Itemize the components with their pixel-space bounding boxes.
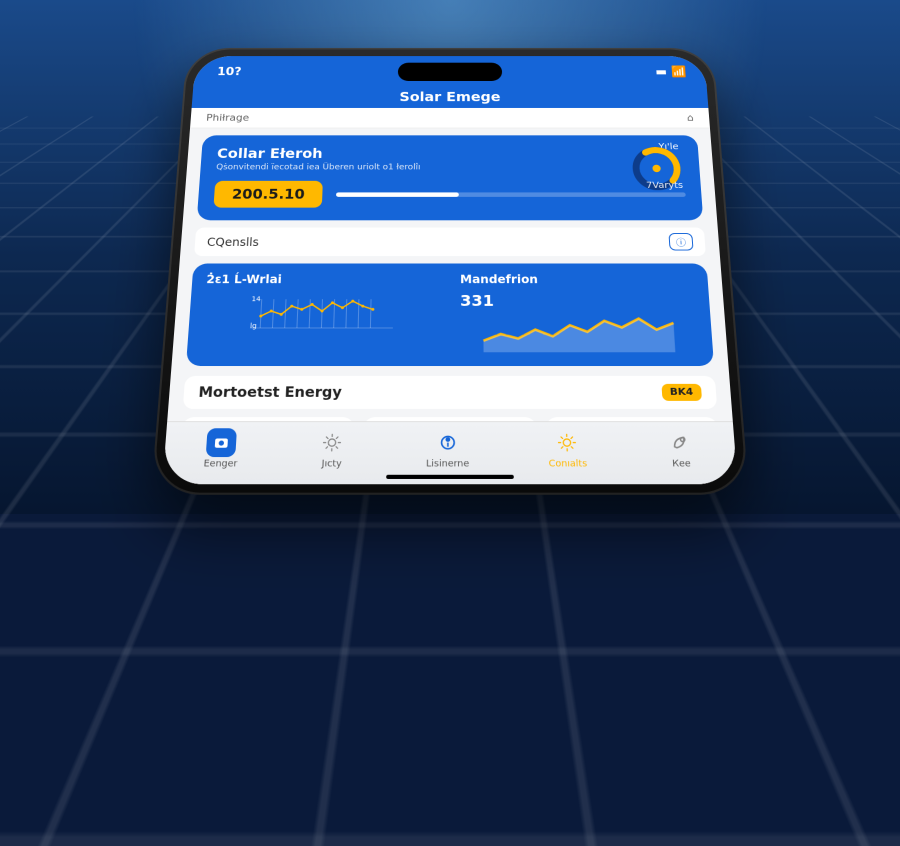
status-time: 10? [217,66,242,78]
hero-subtitle: Qṡonvitendi ïecotad iea Überen uriolt o1… [216,163,684,172]
app-title: Solar Emege [399,89,500,104]
app-header: Solar Emege [192,88,709,108]
nav-conıalts[interactable]: Conıalts [548,428,588,469]
section-title: Mortoetst Energy [198,384,342,400]
phone-notch [398,63,502,81]
chart-right[interactable]: Mandefrion 331 [460,273,699,356]
home-indicator[interactable] [386,475,514,479]
nav-label: Кеe [672,459,691,469]
bottom-nav: Eenger Jıcty Lisinerne Conıalts Кеe [162,421,737,484]
phone-frame: 10? ▬ 📶 Solar Emege Phiłrage ⌂ Yı'le Col… [151,48,749,495]
sun-icon [317,428,347,457]
hero-card[interactable]: Yı'le Collar Ełeroh Qṡonvitendi ïecotad … [197,135,704,220]
nav-label: Eenger [203,459,237,469]
info-strip[interactable]: CQenslls ⓘ [194,228,706,256]
nav-кеe[interactable]: Кеe [665,428,697,469]
sub-header: Phiłrage ⌂ [190,108,710,129]
sun-icon [552,428,582,457]
chart-right-title: Mandefrion [460,273,694,286]
charts-card[interactable]: 2̇ε1 Ĺ-Wrlai 14 lg [186,264,714,367]
leaf-icon [665,428,696,457]
home-icon[interactable]: ⌂ [687,112,695,123]
chart-left[interactable]: 2̇ε1 Ĺ-Wrlai 14 lg [201,273,440,356]
hero-title: Collar Ełeroh [217,146,684,162]
gauge-icon [433,428,463,457]
nav-lisinerne[interactable]: Lisinerne [426,428,469,469]
status-indicators: ▬ 📶 [655,66,687,78]
nav-label: Jıcty [321,459,341,469]
area-chart-icon [460,314,698,353]
info-icon[interactable]: ⓘ [668,233,693,250]
hero-value-pill: 200.5.10 [213,181,322,208]
subbar-label: Phiłrage [206,112,250,123]
section-badge[interactable]: BK4 [661,384,702,401]
nav-jıcty[interactable]: Jıcty [317,428,348,469]
section-header: Mortoetst Energy BK4 [183,376,717,409]
chart-right-value: 331 [460,292,696,310]
line-chart-icon: 14 lg [203,292,440,330]
hero-side-label: 7Varyts [646,181,684,191]
nav-label: Lisinerne [426,459,469,469]
camera-icon [206,428,237,457]
chart-left-title: 2̇ε1 Ĺ-Wrlai [206,273,440,286]
svg-text:lg: lg [250,322,257,330]
strip-label: CQenslls [207,235,260,248]
nav-eenger[interactable]: Eenger [203,428,239,469]
svg-text:14: 14 [251,295,260,303]
nav-label: Conıalts [549,459,588,469]
